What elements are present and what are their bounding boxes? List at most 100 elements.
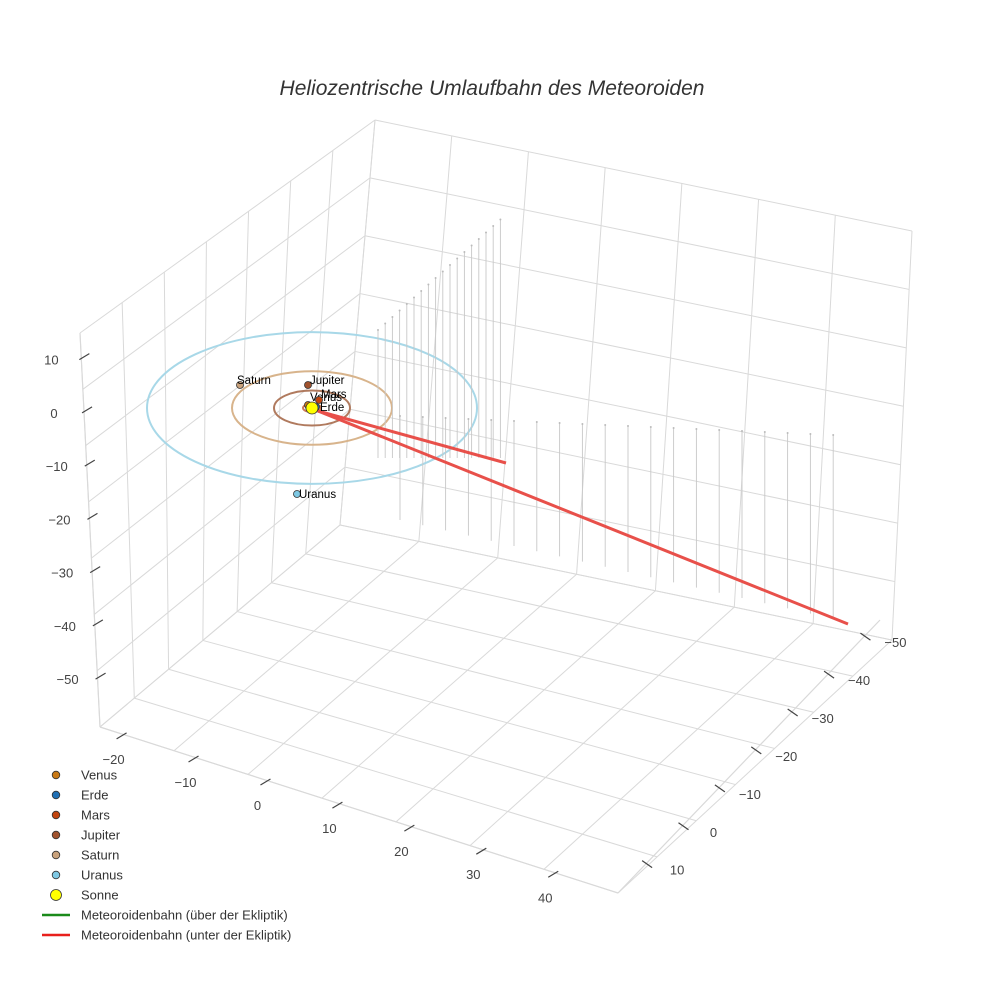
back-wall-grid-line	[364, 235, 907, 349]
x-tick-label: 20	[394, 844, 408, 859]
legend-marker-swatch	[51, 830, 61, 840]
y-tick-label: 0	[710, 825, 717, 840]
legend-label: Sonne	[81, 888, 119, 903]
z-tick-mark	[87, 512, 98, 520]
left-wall-grid-line	[270, 180, 292, 583]
chart-title: Heliozentrische Umlaufbahn des Meteoroid…	[280, 77, 705, 100]
body-label-erde: Erde	[320, 402, 344, 414]
floor-grid-line	[247, 557, 499, 775]
x-axis-line	[99, 726, 619, 894]
body-label-jupiter: Jupiter	[310, 375, 345, 387]
floor-grid-line	[237, 611, 775, 749]
left-wall-grid-line	[305, 150, 334, 554]
back-wall-grid-line	[354, 350, 901, 466]
meteoroid-drop-point	[427, 283, 430, 286]
x-tick-mark	[404, 824, 415, 832]
y-tick-label: −50	[884, 635, 906, 650]
floor-grid-line	[305, 553, 853, 677]
meteoroid-drop-point	[470, 244, 473, 247]
y-tick-mark	[678, 822, 689, 831]
meteoroid-drop-point	[391, 316, 394, 318]
z-tick-mark	[79, 353, 90, 361]
legend-item: Meteoroidenbahn (über der Ekliptik)	[42, 908, 288, 923]
legend-label: Uranus	[81, 868, 123, 883]
legend-label: Meteoroidenbahn (über der Ekliptik)	[81, 908, 288, 923]
y-tick-mark	[641, 860, 653, 869]
legend-label: Jupiter	[81, 828, 121, 843]
body-label-mars: Mars	[321, 389, 347, 401]
z-tick-mark	[81, 406, 93, 414]
legend-item: Erde	[51, 788, 108, 803]
left-wall-grid-line	[93, 408, 351, 615]
meteoroid-drop-point	[421, 416, 424, 418]
meteoroid-drop-point	[377, 329, 379, 331]
body-saturn	[236, 381, 244, 389]
back-wall-grid-line	[812, 215, 836, 624]
z-tick-label: 0	[50, 406, 57, 421]
meteoroid-drop-point	[786, 432, 789, 434]
left-wall-grid-line	[99, 524, 341, 728]
meteoroid-drop-point	[420, 290, 423, 292]
legend-item: Saturn	[51, 848, 119, 863]
scene-3d: −20 −10 0 10 20 30 40 −50 −40 −30 −20 −10 0 10 10 0 −10 −…	[44, 119, 913, 905]
meteoroid-drop-point	[399, 415, 401, 417]
meteoroid-drop-point	[809, 433, 812, 435]
meteoroid-drop-point	[672, 427, 675, 429]
back-wall-grid-line	[344, 466, 895, 583]
meteoroid-drop-point	[741, 430, 743, 432]
x-tick-mark	[116, 732, 127, 740]
floor-grid-line	[202, 639, 736, 786]
floor-grid-line	[271, 582, 814, 713]
x-tick-label: 30	[466, 867, 480, 882]
x-tick-mark	[547, 870, 559, 878]
legend-label: Erde	[81, 788, 108, 803]
y-tick-label: −30	[812, 711, 834, 726]
meteoroid-drop-point	[405, 303, 408, 305]
y-tick-mark	[714, 784, 726, 793]
floor-grid-line	[469, 606, 735, 846]
back-wall-grid-line	[654, 183, 683, 591]
left-wall-grid-line	[121, 302, 135, 699]
z-tick-mark	[95, 672, 106, 680]
x-tick-label: 0	[254, 798, 261, 813]
y-tick-label: 10	[670, 863, 684, 878]
meteoroid-drop-point	[718, 429, 721, 431]
meteoroid-path-back-branch	[317, 409, 507, 465]
legend-marker-swatch	[51, 850, 61, 860]
meteoroid-drop-point	[485, 231, 487, 234]
back-wall-grid-line	[733, 199, 760, 608]
meteoroid-drop-point	[558, 422, 561, 424]
meteoroid-drop-point	[832, 434, 835, 436]
y-tick-label: −10	[739, 787, 761, 802]
floor-grid-line	[321, 573, 577, 799]
z-tick-label: −10	[46, 459, 68, 474]
back-wall-grid-line	[576, 167, 606, 575]
x-tick-label: 10	[322, 821, 336, 836]
y-axis-line	[617, 619, 881, 894]
left-wall-grid-line	[88, 293, 361, 503]
meteoroid-drop-point	[490, 419, 493, 421]
meteoroid-drop-point	[449, 264, 451, 266]
legend-label: Saturn	[81, 848, 119, 863]
floor-grid-line	[395, 590, 656, 823]
body-label-saturn: Saturn	[237, 375, 271, 387]
z-tick-mark	[84, 459, 96, 467]
legend-marker-swatch	[50, 889, 62, 901]
meteoroid-drop-point	[604, 424, 607, 426]
legend-marker-swatch	[51, 810, 61, 820]
meteoroid-drop-point	[463, 251, 466, 253]
legend: Venus Erde Mars Jupiter Saturn Uranus Sonne Met…	[42, 768, 291, 943]
legend-item: Uranus	[51, 868, 123, 883]
meteoroid-drop-point	[434, 277, 437, 279]
back-wall-grid-line	[359, 293, 904, 407]
meteoroid-drop-point	[384, 322, 387, 325]
y-tick-label: −20	[775, 749, 797, 764]
drop-lines	[377, 218, 835, 619]
y-tick-label: −40	[848, 673, 870, 688]
back-wall-grid-line	[891, 230, 913, 641]
x-tick-label: 40	[538, 890, 552, 905]
y-tick-mark	[823, 670, 835, 679]
back-wall-grid-line	[339, 524, 893, 641]
legend-item: Meteoroidenbahn (unter der Ekliptik)	[42, 928, 291, 943]
